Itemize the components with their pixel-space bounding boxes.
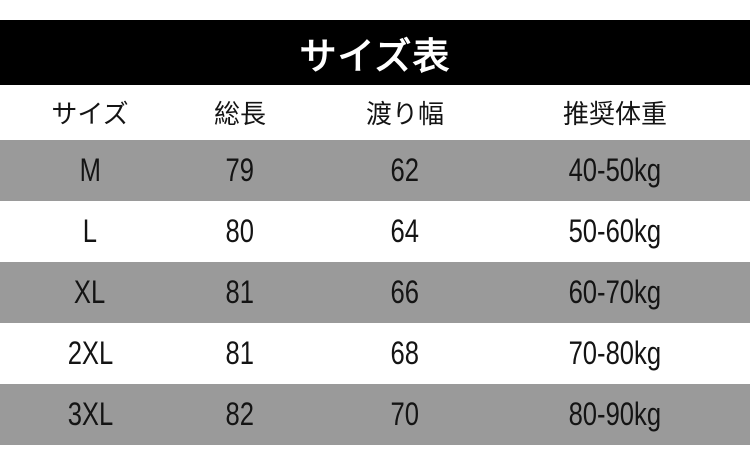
- table-row-3xl: 3XL 82 70 80-90kg: [0, 384, 750, 445]
- width-across-value: 70: [390, 396, 420, 432]
- weight-value: 70-80kg: [568, 335, 662, 371]
- page-title: サイズ表: [299, 36, 451, 78]
- width-across-cell: 62: [300, 140, 510, 201]
- weight-cell: 50-60kg: [510, 201, 750, 262]
- width-across-cell: 68: [300, 323, 510, 384]
- table-header-row: サイズ 総長 渡り幅 推奨体重: [0, 85, 750, 140]
- title-bar: サイズ表: [0, 20, 750, 85]
- width-across-value: 62: [390, 152, 420, 188]
- size-cell: XL: [0, 262, 180, 323]
- weight-value: 50-60kg: [568, 213, 662, 249]
- weight-value: 80-90kg: [568, 396, 662, 432]
- size-value: L: [82, 213, 98, 249]
- column-header-size: サイズ: [0, 85, 180, 140]
- column-header-recommended-weight: 推奨体重: [510, 85, 750, 140]
- table-row-l: L 80 64 50-60kg: [0, 201, 750, 262]
- total-length-cell: 82: [180, 384, 300, 445]
- table-row-xl: XL 81 66 60-70kg: [0, 262, 750, 323]
- width-across-value: 64: [390, 213, 420, 249]
- weight-cell: 40-50kg: [510, 140, 750, 201]
- width-across-cell: 66: [300, 262, 510, 323]
- weight-cell: 80-90kg: [510, 384, 750, 445]
- size-value: 2XL: [67, 335, 113, 371]
- size-value: XL: [74, 274, 106, 310]
- total-length-value: 82: [225, 396, 255, 432]
- width-across-cell: 70: [300, 384, 510, 445]
- total-length-cell: 79: [180, 140, 300, 201]
- total-length-value: 80: [225, 213, 255, 249]
- size-cell: 3XL: [0, 384, 180, 445]
- width-across-cell: 64: [300, 201, 510, 262]
- column-header-width-across: 渡り幅: [300, 85, 510, 140]
- column-header-total-length: 総長: [180, 85, 300, 140]
- size-value: 3XL: [67, 396, 113, 432]
- size-cell: 2XL: [0, 323, 180, 384]
- size-cell: L: [0, 201, 180, 262]
- total-length-cell: 81: [180, 323, 300, 384]
- total-length-cell: 81: [180, 262, 300, 323]
- table-row-2xl: 2XL 81 68 70-80kg: [0, 323, 750, 384]
- weight-value: 60-70kg: [568, 274, 662, 310]
- total-length-cell: 80: [180, 201, 300, 262]
- total-length-value: 81: [225, 335, 255, 371]
- table-row-m: M 79 62 40-50kg: [0, 140, 750, 201]
- size-value: M: [79, 152, 101, 188]
- total-length-value: 81: [225, 274, 255, 310]
- size-table: サイズ 総長 渡り幅 推奨体重 M 79 62 40-50kg L 80 64 …: [0, 85, 750, 445]
- weight-value: 40-50kg: [568, 152, 662, 188]
- total-length-value: 79: [225, 152, 255, 188]
- width-across-value: 68: [390, 335, 420, 371]
- width-across-value: 66: [390, 274, 420, 310]
- size-cell: M: [0, 140, 180, 201]
- weight-cell: 70-80kg: [510, 323, 750, 384]
- weight-cell: 60-70kg: [510, 262, 750, 323]
